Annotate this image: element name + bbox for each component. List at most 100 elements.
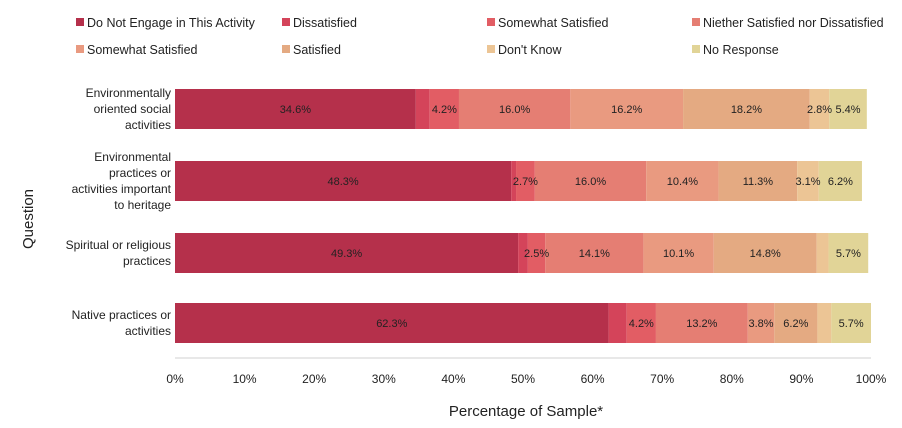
bar-segment [458, 89, 571, 129]
category-label-line: Spiritual or religious [66, 238, 171, 252]
bar-segment [718, 161, 798, 201]
data-label: 2.8% [807, 104, 832, 116]
x-axis-title: Percentage of Sample* [449, 403, 603, 420]
bar-segment [570, 89, 684, 129]
bar-segment [643, 233, 714, 273]
data-label: 16.0% [575, 176, 606, 188]
bar-segment [831, 303, 871, 343]
bar-segment [518, 233, 528, 273]
x-tick-label: 40% [441, 372, 465, 386]
legend-label: Dissatisfied [293, 16, 357, 30]
x-tick-label: 10% [233, 372, 257, 386]
bar-segment [175, 89, 416, 129]
bar-segment [683, 89, 810, 129]
bar-segment [828, 233, 869, 273]
category-label-line: activities important [72, 182, 172, 196]
bar-segment [817, 303, 832, 343]
category-label-line: activities [125, 324, 171, 338]
data-label: 13.2% [686, 318, 717, 330]
data-label: 2.7% [513, 176, 538, 188]
bar-segment [429, 89, 459, 129]
x-tick-labels: 0% 10% 20% 30% 40% 50% 60% 70% 80% 90% 100% [166, 372, 886, 386]
legend-swatch [487, 18, 495, 26]
data-label: 14.1% [579, 248, 610, 260]
x-tick-label: 30% [372, 372, 396, 386]
bar-segment [175, 303, 609, 343]
category-label-line: practices or [109, 166, 171, 180]
data-label: 2.5% [524, 248, 549, 260]
legend-swatch [692, 18, 700, 26]
bar-segment [816, 233, 829, 273]
legend-label: Somewhat Satisfied [87, 43, 198, 57]
data-label: 10.4% [667, 176, 698, 188]
data-label: 5.4% [835, 104, 860, 116]
data-label: 4.2% [432, 104, 457, 116]
category-label: Native practices or activities [72, 308, 171, 338]
bar-segment [608, 303, 627, 343]
data-label: 10.1% [663, 248, 694, 260]
bar-segment [516, 161, 535, 201]
bar-segment [175, 233, 519, 273]
legend-label: Niether Satisfied nor Dissatisfied [703, 16, 884, 30]
legend-swatch [76, 18, 84, 26]
legend-label: Somewhat Satisfied [498, 16, 609, 30]
bar-segment [626, 303, 656, 343]
bar-segment [511, 161, 517, 201]
data-label: 18.2% [731, 104, 762, 116]
x-tick-label: 0% [166, 372, 184, 386]
data-label: 48.3% [327, 176, 358, 188]
bars [175, 89, 871, 343]
data-labels: 34.6% 4.2% 16.0% 16.2% 18.2% 2.8% 5.4% 48.3% 2.7… [280, 104, 864, 330]
category-label-line: Environmentally [86, 86, 171, 100]
x-tick-label: 50% [511, 372, 535, 386]
x-tick-label: 80% [720, 372, 744, 386]
x-tick-label: 100% [856, 372, 887, 386]
x-tick-label: 70% [650, 372, 674, 386]
legend: Do Not Engage in This Activity Dissatisfi… [76, 16, 884, 57]
data-label: 16.2% [611, 104, 642, 116]
legend-swatch [692, 45, 700, 53]
category-label: Spiritual or religious practices [66, 238, 171, 268]
data-label: 5.7% [839, 318, 864, 330]
category-label-line: activities [125, 118, 171, 132]
category-label-line: to heritage [114, 198, 171, 212]
legend-label: Satisfied [293, 43, 341, 57]
bar-segment [534, 161, 647, 201]
category-labels: Environmentally oriented social activities… [66, 86, 172, 338]
legend-swatch [76, 45, 84, 53]
category-label-line: practices [123, 254, 171, 268]
bar-segment [829, 89, 867, 129]
data-label: 4.2% [629, 318, 654, 330]
data-label: 62.3% [376, 318, 407, 330]
data-label: 11.3% [743, 176, 774, 188]
data-label: 3.8% [748, 318, 773, 330]
category-label-line: Native practices or [72, 308, 171, 322]
data-label: 6.2% [783, 318, 808, 330]
bar-segment [797, 161, 819, 201]
data-label: 34.6% [280, 104, 311, 116]
bar-segment [655, 303, 748, 343]
bar-segment [415, 89, 430, 129]
bar-segment [527, 233, 546, 273]
bar-segment [175, 161, 512, 201]
category-label: Environmentally oriented social activities [86, 86, 171, 132]
legend-label: Don't Know [498, 43, 563, 57]
bar-segment [774, 303, 818, 343]
x-tick-label: 20% [302, 372, 326, 386]
legend-label: Do Not Engage in This Activity [87, 16, 256, 30]
bar-segment [713, 233, 817, 273]
bar-segment [809, 89, 830, 129]
bar-segment [747, 303, 775, 343]
data-label: 49.3% [331, 248, 362, 260]
legend-swatch [282, 18, 290, 26]
category-label: Environmental practices or activities impo… [72, 150, 172, 212]
legend-label: No Response [703, 43, 779, 57]
x-tick-label: 90% [789, 372, 813, 386]
bar-segment [646, 161, 719, 201]
category-label-line: oriented social [94, 102, 171, 116]
category-label-line: Environmental [94, 150, 171, 164]
data-label: 14.8% [750, 248, 781, 260]
y-axis-title: Question [20, 189, 37, 249]
data-label: 5.7% [836, 248, 861, 260]
